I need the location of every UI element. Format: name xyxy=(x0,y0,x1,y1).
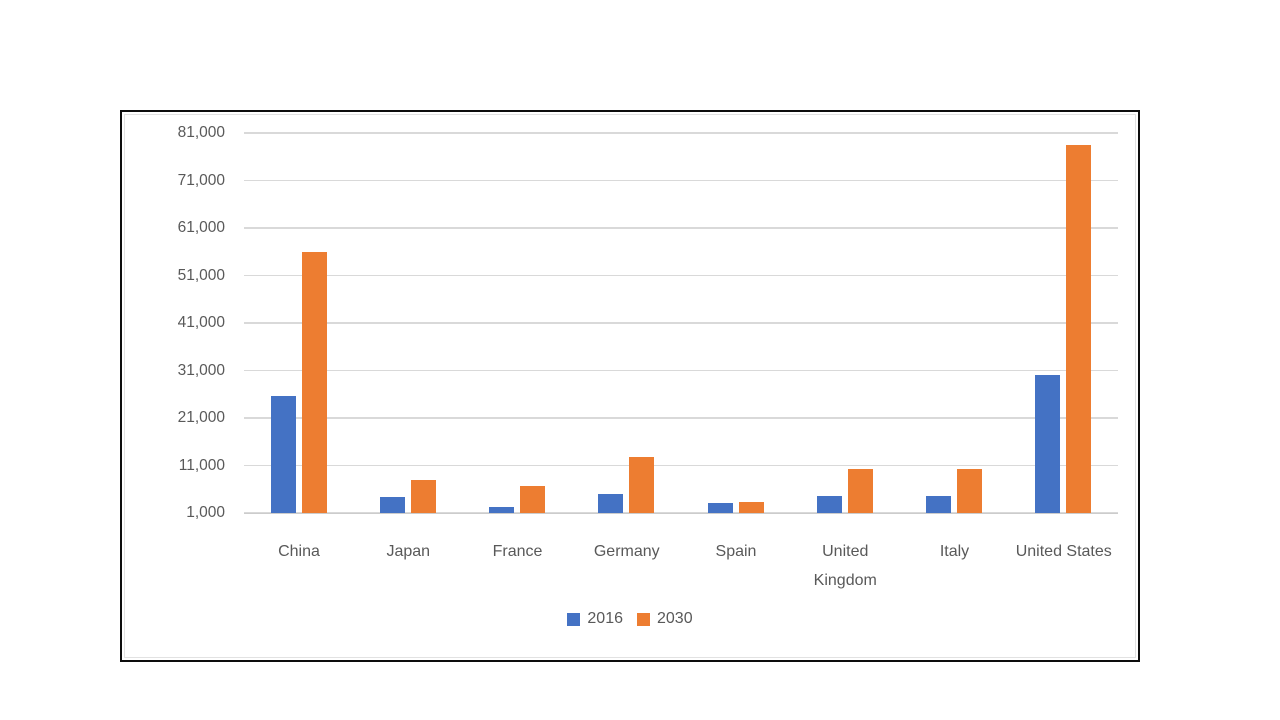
bar-2016-china xyxy=(270,396,296,513)
legend: 2016 2030 xyxy=(122,610,1138,628)
x-axis-category-label-spain: Spain xyxy=(715,543,757,560)
y-axis-tick-label: 71,000 xyxy=(177,171,225,189)
x-axis-line xyxy=(244,512,1118,514)
y-axis-tick-label: 21,000 xyxy=(177,409,225,426)
bar-2016-japan xyxy=(379,496,405,513)
bar-2030-united-kingdom xyxy=(847,469,873,513)
bar-2016-spain xyxy=(707,503,733,513)
bar-2030-japan xyxy=(410,480,436,513)
gridline xyxy=(244,464,1118,467)
legend-label-2016: 2016 xyxy=(587,610,623,627)
y-axis-tick-label: 31,000 xyxy=(177,361,225,379)
gridline xyxy=(244,369,1118,372)
y-axis-tick-label: 51,000 xyxy=(177,266,225,284)
x-axis-category-label-france: France xyxy=(492,543,543,560)
gridline xyxy=(244,274,1118,277)
x-axis-category-label-united-states: United States xyxy=(1015,543,1112,560)
y-axis-tick-label: 81,000 xyxy=(177,124,225,141)
chart-frame: 2016 2030 1,000 11,000 21,000 31,000 41,000 5… xyxy=(120,110,1140,662)
bar-2030-united-states xyxy=(1066,144,1092,513)
gridline xyxy=(244,179,1118,182)
legend-label-2030: 2030 xyxy=(657,610,693,627)
plot-area xyxy=(244,132,1118,514)
legend-item-2016: 2016 xyxy=(567,610,623,628)
x-axis-category-label-germany: Germany xyxy=(593,543,660,560)
bar-2016-united-states xyxy=(1035,374,1061,513)
bar-2030-germany xyxy=(629,457,655,513)
legend-swatch-2016-icon xyxy=(567,612,581,626)
bar-2030-france xyxy=(520,485,546,513)
bar-2016-united-kingdom xyxy=(816,495,842,513)
x-axis-category-label-china: China xyxy=(278,543,320,560)
x-axis-category-label-japan: Japan xyxy=(386,543,431,560)
bar-2016-germany xyxy=(598,493,624,513)
legend-swatch-2030-icon xyxy=(637,612,650,626)
gridline xyxy=(244,322,1118,324)
x-axis-category-label-united-kingdom: United Kingdom xyxy=(813,543,877,589)
gridline xyxy=(244,417,1118,419)
y-axis-tick-label: 61,000 xyxy=(177,219,225,236)
gridline xyxy=(244,132,1118,134)
y-axis-tick-label: 41,000 xyxy=(177,314,225,331)
y-axis-tick-label: 1,000 xyxy=(186,504,225,521)
gridline xyxy=(244,227,1118,229)
bar-2030-italy xyxy=(957,468,983,513)
x-axis-category-label-italy: Italy xyxy=(939,543,970,560)
legend-item-2030: 2030 xyxy=(637,610,693,628)
bar-2030-spain xyxy=(738,501,764,513)
y-axis-tick-label: 11,000 xyxy=(178,456,225,474)
bar-2016-italy xyxy=(926,495,952,513)
bar-2030-china xyxy=(301,251,327,513)
bar-2016-france xyxy=(489,507,515,513)
